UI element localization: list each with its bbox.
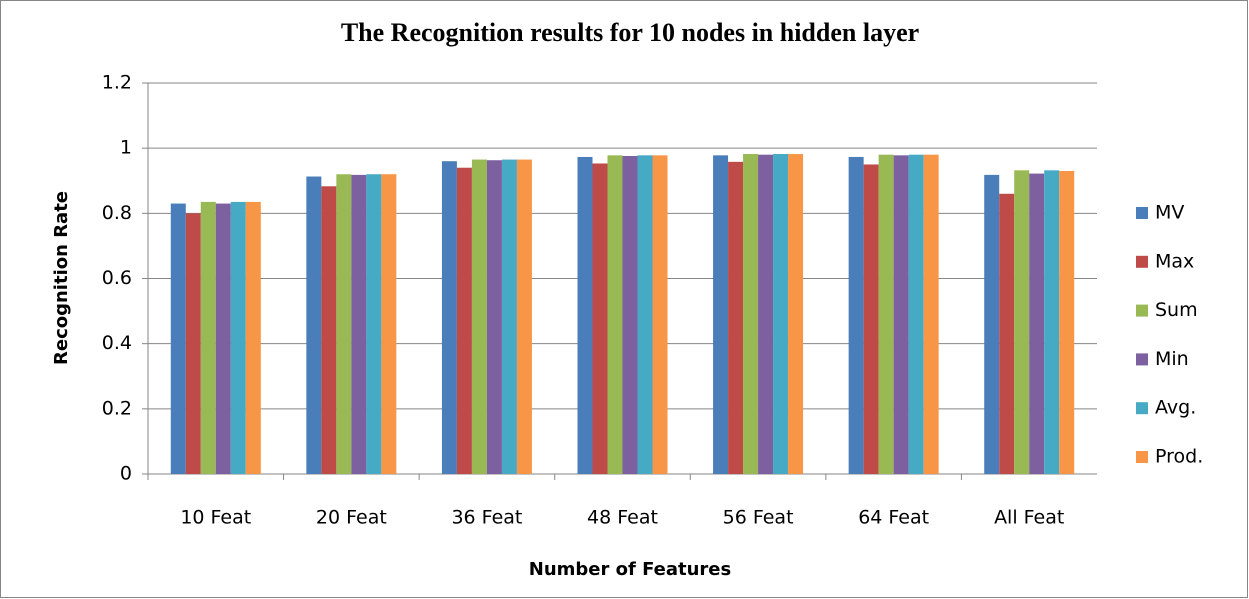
bar — [758, 154, 774, 474]
bar — [878, 154, 894, 474]
legend-swatch — [1136, 304, 1148, 317]
legend-label: Max — [1155, 250, 1194, 272]
bar — [592, 163, 608, 474]
legend-label: Prod. — [1155, 446, 1203, 468]
bar — [185, 213, 201, 475]
bar — [321, 186, 337, 474]
x-tick-label: 64 Feat — [858, 507, 929, 529]
y-tick-label: 0.8 — [102, 202, 132, 224]
x-axis-title: Number of Features — [529, 559, 731, 580]
legend-swatch — [1136, 451, 1148, 463]
bar — [456, 167, 472, 474]
bar — [245, 201, 261, 474]
y-tick-label: 0 — [120, 463, 132, 485]
bar — [1029, 173, 1045, 474]
bar — [743, 154, 759, 474]
bar — [728, 161, 744, 474]
bar — [486, 160, 502, 474]
x-tick-label: 48 Feat — [587, 507, 658, 529]
bar — [351, 174, 367, 474]
bar — [999, 193, 1015, 475]
y-tick-label: 0.4 — [102, 332, 132, 354]
bar — [908, 154, 924, 474]
bar — [306, 176, 322, 474]
legend-swatch — [1136, 207, 1148, 219]
bar — [381, 174, 397, 474]
bar — [577, 156, 593, 474]
bar — [637, 155, 653, 474]
bar — [336, 174, 352, 474]
legend-swatch — [1136, 353, 1148, 366]
y-tick-label: 0.2 — [102, 397, 132, 419]
legend-swatch — [1136, 255, 1148, 268]
legend-swatch — [1136, 402, 1148, 415]
bar — [471, 159, 487, 474]
y-tick-label: 1.2 — [102, 72, 132, 94]
x-tick-label: 56 Feat — [723, 507, 794, 529]
legend-label: Sum — [1155, 299, 1198, 321]
bar — [652, 155, 668, 474]
bar — [1059, 170, 1075, 474]
x-tick-label: 10 Feat — [180, 507, 251, 529]
y-axis-title: Recognition Rate — [51, 191, 72, 365]
x-tick-label: 36 Feat — [451, 507, 522, 529]
bar — [788, 154, 804, 474]
bar — [607, 155, 623, 474]
bar — [200, 201, 216, 474]
bar — [984, 174, 1000, 474]
bar — [893, 155, 909, 474]
bar — [923, 154, 939, 474]
bar — [713, 155, 729, 474]
bar — [1014, 170, 1030, 474]
bar — [501, 159, 517, 474]
legend-label: MV — [1155, 202, 1184, 224]
bar — [170, 203, 186, 474]
bar — [230, 201, 246, 474]
bar — [773, 154, 789, 474]
legend-label: Min — [1155, 348, 1189, 370]
bar — [516, 159, 532, 474]
bar — [863, 164, 879, 475]
bar — [366, 174, 382, 474]
bar — [441, 161, 457, 474]
chart-title: The Recognition results for 10 nodes in … — [341, 18, 919, 47]
bar — [215, 203, 231, 474]
y-tick-label: 0.6 — [102, 267, 132, 289]
bar — [622, 155, 638, 474]
bar — [1044, 170, 1060, 474]
y-tick-label: 1 — [120, 137, 132, 159]
x-tick-label: 20 Feat — [316, 507, 387, 529]
legend-label: Avg. — [1155, 397, 1196, 419]
bar — [848, 156, 864, 474]
x-tick-label: All Feat — [994, 507, 1064, 529]
